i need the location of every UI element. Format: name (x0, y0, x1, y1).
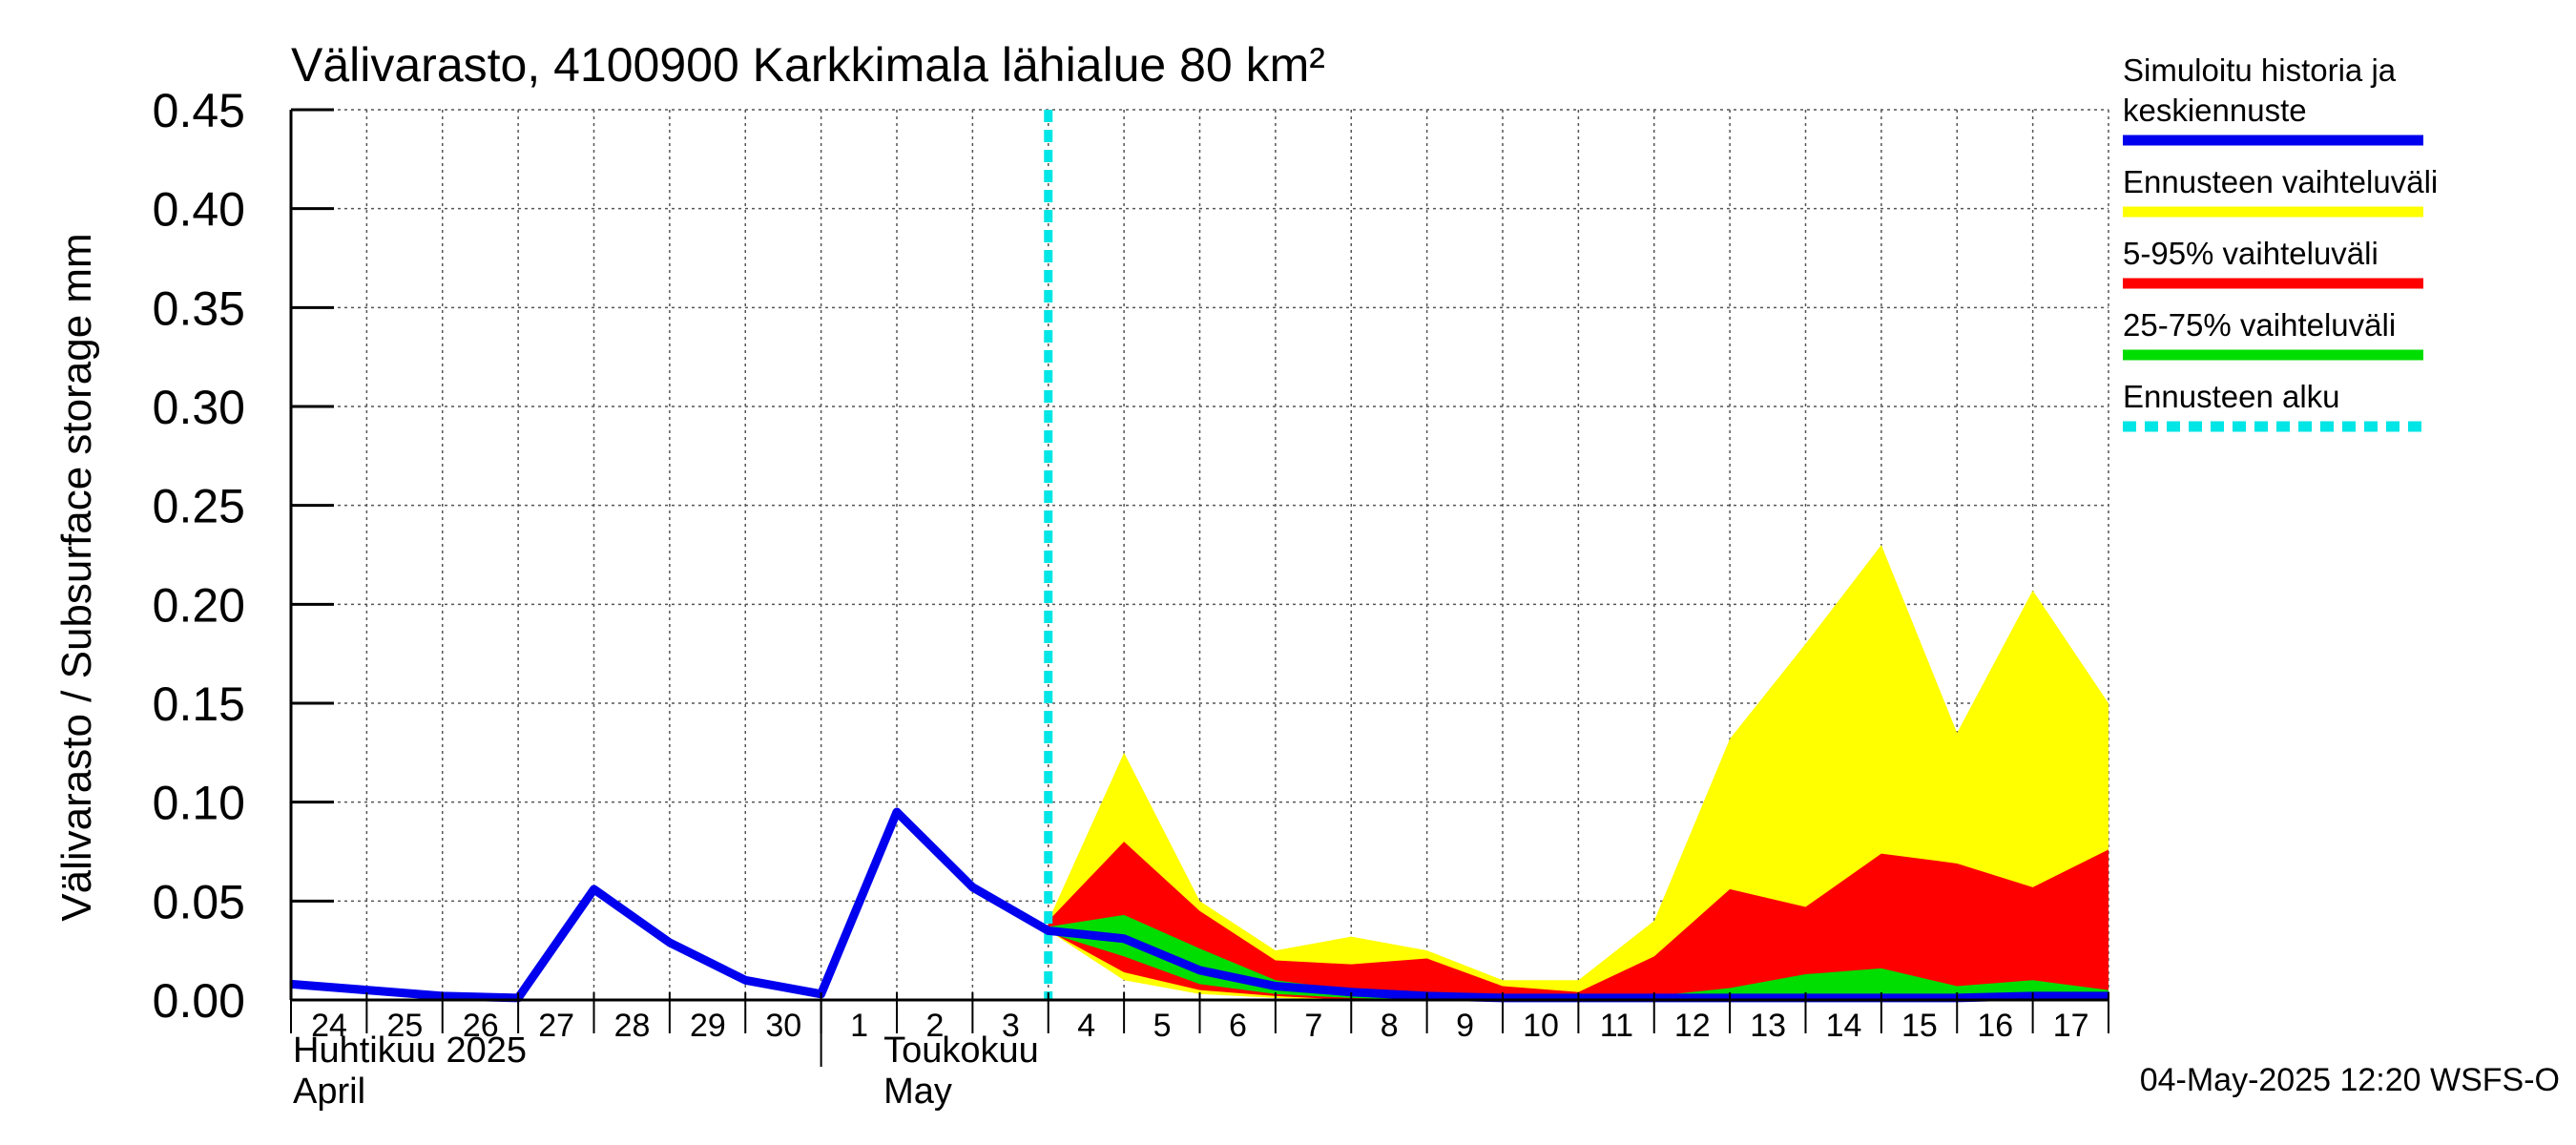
month-label-fi: Huhtikuu 2025 (293, 1030, 527, 1071)
data-point (896, 811, 898, 814)
band-5-95-vaihteluv-li (1048, 842, 2109, 1000)
month-label-en: May (883, 1072, 952, 1112)
x-tick-label: 9 (1456, 1008, 1474, 1044)
x-tick-label: 26 (463, 1008, 499, 1044)
data-point (365, 989, 368, 991)
legend-label: 25-75% vaihteluväli (2123, 307, 2396, 343)
x-tick-label: 16 (1977, 1008, 2013, 1044)
x-tick-label: 2 (926, 1008, 945, 1044)
data-point (592, 887, 595, 890)
x-tick-label: 28 (614, 1008, 651, 1044)
x-tick-label: 8 (1381, 1008, 1399, 1044)
x-tick-label: 3 (1002, 1008, 1020, 1044)
y-tick-label: 0.40 (153, 183, 245, 237)
x-tick-label: 11 (1600, 1008, 1633, 1044)
legend-label: keskiennuste (2123, 93, 2307, 128)
data-point (668, 941, 671, 944)
legend-label: Ennusteen vaihteluväli (2123, 164, 2438, 199)
band-25-75-vaihteluv-li (1048, 914, 2109, 1000)
data-point (1123, 937, 1126, 940)
x-tick-label: 7 (1304, 1008, 1322, 1044)
x-tick-label: 15 (1901, 1008, 1938, 1044)
legend: Simuloitu historia ja keskiennuste Ennuste… (2123, 52, 2438, 432)
y-tick-label: 0.05 (153, 875, 245, 928)
x-tick-label: 27 (538, 1008, 574, 1044)
x-tick-label: 5 (1153, 1008, 1172, 1044)
data-point (971, 885, 974, 888)
data-point (1198, 968, 1201, 971)
y-tick-label: 0.15 (153, 677, 245, 731)
x-tick-label: 1 (850, 1008, 868, 1044)
x-tick-label: 24 (311, 1008, 347, 1044)
x-tick-label: 4 (1077, 1008, 1095, 1044)
x-tick-label: 17 (2053, 1008, 2089, 1044)
month-label-en: April (293, 1072, 365, 1112)
x-tick-label: 29 (690, 1008, 726, 1044)
x-tick-label: 10 (1523, 1008, 1559, 1044)
y-tick-label: 0.30 (153, 381, 245, 434)
x-tick-label: 30 (765, 1008, 801, 1044)
chart-title: Välivarasto, 4100900 Karkkimala lähialue… (291, 38, 1325, 92)
data-point (744, 979, 747, 982)
x-tick-label: 12 (1674, 1008, 1711, 1044)
y-tick-label: 0.35 (153, 281, 245, 335)
legend-label: Simuloitu historia ja (2123, 52, 2397, 88)
x-tick-label: 13 (1750, 1008, 1786, 1044)
y-tick-label: 0.45 (153, 84, 245, 137)
y-tick-label: 0.10 (153, 777, 245, 830)
y-tick-label: 0.00 (153, 974, 245, 1028)
data-point (1274, 985, 1277, 988)
legend-label: Ennusteen alku (2123, 379, 2340, 414)
y-axis-label: Välivarasto / Subsurface storage mm (53, 233, 100, 921)
data-point (1047, 929, 1049, 932)
plot-area: 0.00 0.05 0.10 0.15 0.20 0.25 0.30 0.35 0.40 0.45… (153, 84, 2109, 1112)
month-label-fi: Toukokuu (883, 1030, 1039, 1071)
x-tick-label: 14 (1826, 1008, 1862, 1044)
x-tick-label: 25 (386, 1008, 423, 1044)
legend-label: 5-95% vaihteluväli (2123, 236, 2379, 271)
x-tick-label: 6 (1229, 1008, 1247, 1044)
y-tick-label: 0.20 (153, 578, 245, 632)
y-tick-label: 0.25 (153, 480, 245, 533)
footer-timestamp: 04-May-2025 12:20 WSFS-O (2140, 1062, 2560, 1098)
